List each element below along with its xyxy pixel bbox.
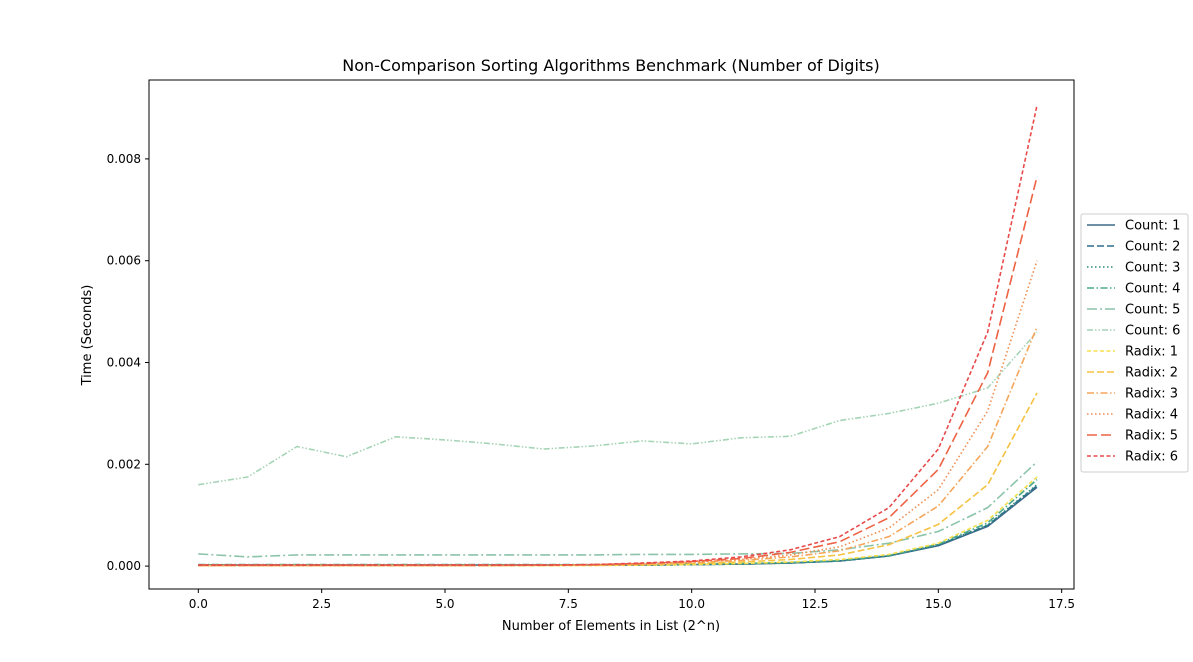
x-axis-label: Number of Elements in List (2^n) <box>502 619 720 634</box>
x-axis: 0.0 2.5 5.0 7.5 10.0 12.5 15.0 17.5 <box>189 589 1075 611</box>
legend-label-9: Radix: 3 <box>1125 387 1178 402</box>
x-tick-label: 12.5 <box>802 597 829 611</box>
legend-label-5: Count: 5 <box>1125 303 1180 318</box>
x-tick-label: 7.5 <box>559 597 578 611</box>
legend-label-1: Count: 1 <box>1125 219 1180 234</box>
series-line-11 <box>198 176 1038 566</box>
y-tick-label: 0.000 <box>107 559 141 573</box>
series-line-12 <box>198 105 1038 566</box>
legend-frame <box>1080 213 1189 473</box>
series-line-6 <box>198 331 1038 486</box>
y-tick-label: 0.008 <box>107 152 141 166</box>
legend-label-12: Radix: 6 <box>1125 450 1178 465</box>
x-tick-label: 10.0 <box>678 597 705 611</box>
y-axis: 0.000 0.002 0.004 0.006 0.008 <box>107 152 149 573</box>
legend-label-8: Radix: 2 <box>1125 366 1178 381</box>
legend-label-6: Count: 6 <box>1125 324 1180 339</box>
y-tick-label: 0.002 <box>107 457 141 471</box>
plot-series <box>198 105 1038 567</box>
x-tick-label: 17.5 <box>1048 597 1075 611</box>
y-tick-label: 0.006 <box>107 254 141 268</box>
legend-label-7: Radix: 1 <box>1125 345 1178 360</box>
y-tick-label: 0.004 <box>107 355 141 369</box>
x-tick-label: 5.0 <box>435 597 454 611</box>
y-axis-label: Time (Seconds) <box>80 285 95 387</box>
legend-label-3: Count: 3 <box>1125 261 1180 276</box>
series-line-8 <box>198 392 1038 567</box>
legend-label-11: Radix: 5 <box>1125 429 1178 444</box>
series-line-5 <box>198 461 1038 558</box>
plot-frame <box>148 79 1075 590</box>
legend: Count: 1 Count: 2 Count: 3 Count: 4 Count: 5… <box>1080 213 1189 473</box>
x-tick-label: 0.0 <box>189 597 208 611</box>
legend-label-10: Radix: 4 <box>1125 408 1178 423</box>
x-tick-label: 15.0 <box>925 597 952 611</box>
x-tick-label: 2.5 <box>312 597 331 611</box>
legend-label-2: Count: 2 <box>1125 240 1180 255</box>
legend-label-4: Count: 4 <box>1125 282 1180 297</box>
chart-title: Non-Comparison Sorting Algorithms Benchm… <box>342 56 880 75</box>
